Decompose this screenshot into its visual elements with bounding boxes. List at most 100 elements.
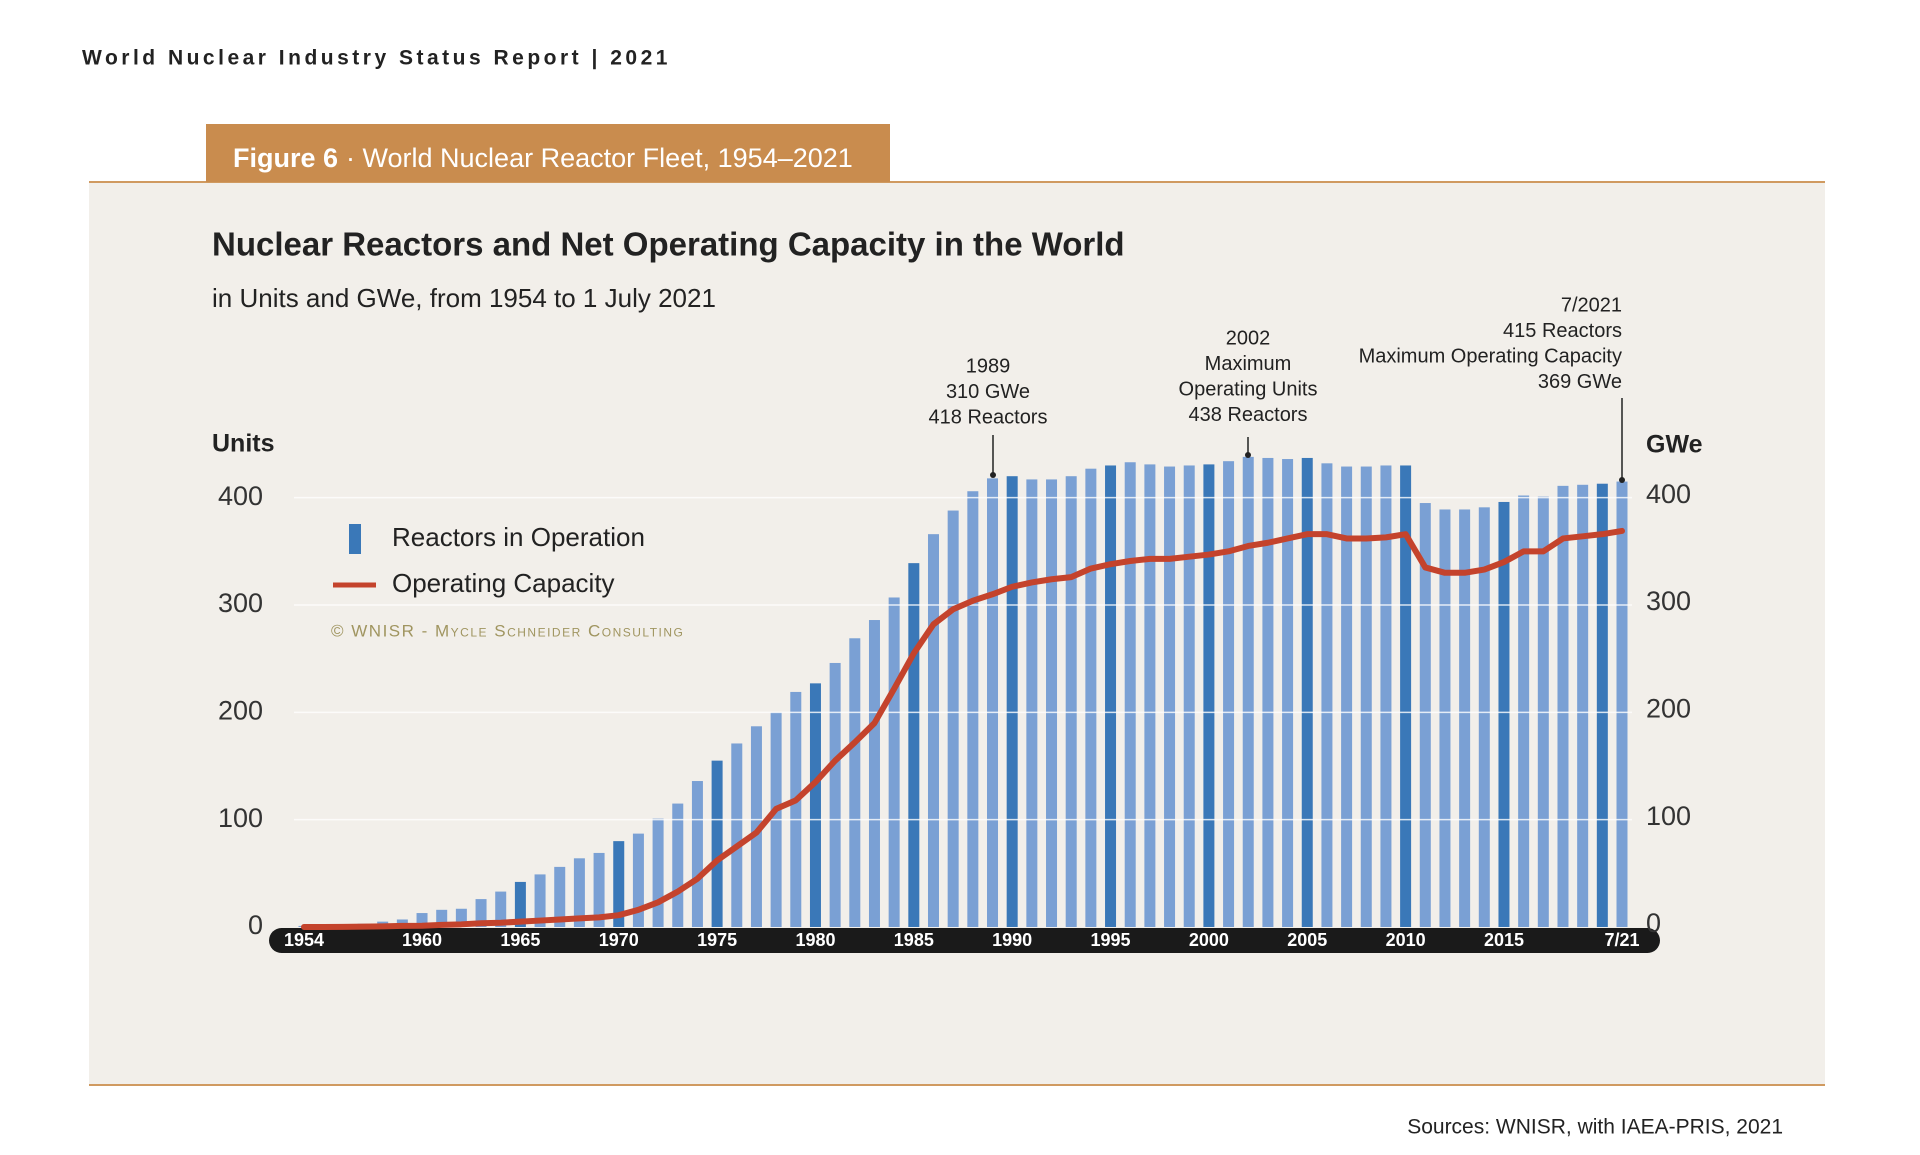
bar — [691, 781, 703, 927]
bar — [1478, 507, 1490, 927]
bar — [1557, 485, 1569, 927]
annotation-dot — [990, 472, 996, 478]
bar — [947, 510, 959, 927]
figure-caption: Figure 6 · World Nuclear Reactor Fleet, 1… — [233, 143, 853, 173]
y2-tick-label: 0 — [1646, 908, 1661, 938]
bar — [593, 852, 605, 927]
bar — [1223, 461, 1235, 927]
sources: Sources: WNISR, with IAEA-PRIS, 2021 — [1407, 1116, 1783, 1139]
annotation-text: 2002 — [1226, 327, 1271, 349]
legend-label: Operating Capacity — [392, 568, 615, 598]
bar — [573, 858, 585, 927]
bar — [1380, 465, 1392, 927]
bar — [455, 908, 467, 927]
bar — [1085, 468, 1097, 927]
x-tick-label: 1980 — [795, 930, 835, 950]
capacity-line — [301, 527, 1625, 930]
figure-title: · World Nuclear Reactor Fleet, 1954–2021 — [346, 143, 853, 173]
bar — [613, 841, 625, 927]
annotation-text: 369 GWe — [1538, 371, 1622, 393]
bar — [436, 909, 448, 927]
bar — [987, 478, 999, 927]
bar — [790, 691, 802, 927]
bar — [1183, 465, 1195, 927]
annotation-dot — [1245, 452, 1251, 458]
x-tick-label: 1975 — [697, 930, 737, 950]
y-tick-label: 300 — [218, 588, 263, 618]
annotation-text: 415 Reactors — [1503, 320, 1622, 342]
y2-tick-label: 100 — [1646, 801, 1691, 831]
x-tick-label: 2000 — [1189, 930, 1229, 950]
x-tick-label: 1995 — [1091, 930, 1131, 950]
header: World Nuclear Industry Status Report | 2… — [82, 47, 671, 70]
bar — [416, 913, 428, 927]
figure-tab — [206, 124, 890, 182]
bar — [1596, 483, 1608, 927]
chart-subtitle: in Units and GWe, from 1954 to 1 July 20… — [212, 283, 716, 313]
annotation-text: 438 Reactors — [1189, 404, 1308, 426]
bar — [1065, 476, 1077, 927]
y-tick-label: 400 — [218, 481, 263, 511]
bar — [967, 491, 979, 927]
annotation-dot — [1619, 477, 1625, 483]
bar — [908, 563, 920, 927]
bar — [652, 818, 664, 927]
bar — [1046, 479, 1058, 927]
annotation-text: Maximum — [1205, 353, 1292, 375]
bar — [495, 891, 507, 927]
y-tick-label: 100 — [218, 803, 263, 833]
bar — [927, 534, 939, 927]
bar — [1124, 462, 1136, 927]
bar — [1459, 509, 1471, 927]
annotation-text: Maximum Operating Capacity — [1359, 345, 1622, 367]
x-tick-label: 2005 — [1287, 930, 1327, 950]
x-tick-label: 7/21 — [1604, 930, 1639, 950]
y2-tick-label: 200 — [1646, 693, 1691, 723]
y2-tick-label: 400 — [1646, 479, 1691, 509]
bar — [554, 866, 566, 927]
bar — [1439, 509, 1451, 927]
x-tick-label: 1970 — [599, 930, 639, 950]
bar — [1616, 481, 1628, 927]
x-axis-band — [269, 928, 1660, 953]
chart-title: Nuclear Reactors and Net Operating Capac… — [212, 226, 1125, 263]
bar — [1164, 466, 1176, 927]
bar — [888, 597, 900, 927]
bar — [1518, 495, 1530, 927]
bar — [1301, 457, 1313, 927]
copyright: © WNISR - Mycle Schneider Consulting — [331, 621, 684, 640]
bar — [868, 620, 880, 927]
bar — [731, 743, 743, 927]
legend-label: Reactors in Operation — [392, 522, 645, 552]
bar — [632, 833, 644, 927]
y-axis-label: Units — [212, 430, 275, 458]
annotation-text: 7/2021 — [1561, 294, 1622, 316]
bar — [809, 683, 821, 927]
annotation-text: 1989 — [966, 355, 1011, 377]
bar — [1026, 479, 1038, 927]
x-tick-label: 1960 — [402, 930, 442, 950]
x-tick-label: 1965 — [500, 930, 540, 950]
bar — [1341, 466, 1353, 927]
bar — [849, 638, 861, 927]
annotation-text: 310 GWe — [946, 381, 1030, 403]
y-tick-label: 200 — [218, 695, 263, 725]
x-tick-label: 1954 — [284, 930, 324, 950]
bar — [1498, 501, 1510, 927]
legend-bar-swatch — [349, 524, 361, 554]
figure-label: Figure 6 — [233, 143, 338, 173]
bar — [750, 726, 762, 927]
y2-axis-label: GWe — [1646, 431, 1703, 459]
bar — [1400, 465, 1412, 927]
bar — [1577, 484, 1589, 927]
bar — [1006, 476, 1018, 927]
bar — [829, 662, 841, 927]
bar — [475, 899, 487, 927]
bar — [1360, 466, 1372, 927]
bar — [1419, 503, 1431, 927]
annotation-text: Operating Units — [1179, 378, 1318, 400]
bar — [1203, 464, 1215, 927]
bar — [1262, 457, 1274, 927]
bar — [514, 881, 526, 927]
